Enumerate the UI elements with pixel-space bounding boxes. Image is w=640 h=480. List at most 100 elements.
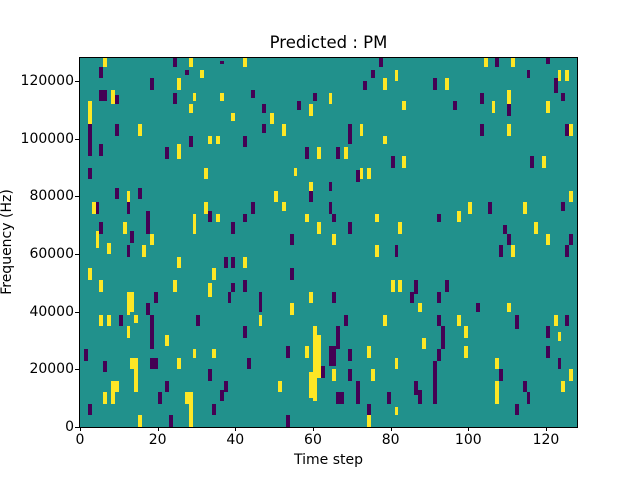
heatmap-cell — [433, 369, 438, 381]
heatmap-cell — [557, 331, 562, 341]
x-tick-label: 80 — [381, 432, 400, 448]
heatmap-cell — [138, 187, 143, 200]
heatmap-cell — [456, 210, 461, 223]
heatmap-cell — [510, 245, 515, 257]
heatmap-cell — [421, 337, 426, 350]
heatmap-cell — [526, 392, 531, 404]
heatmap-cell — [522, 380, 527, 393]
x-tick-mark — [312, 427, 314, 431]
y-tick-mark — [75, 369, 79, 371]
heatmap-cell — [130, 230, 135, 243]
x-tick-label: 20 — [148, 432, 167, 448]
heatmap-cell — [347, 349, 352, 361]
heatmap-cell — [394, 245, 399, 257]
heatmap-cell — [231, 282, 236, 292]
heatmap-cell — [367, 346, 372, 358]
heatmap-cell — [491, 101, 496, 113]
heatmap-cell — [410, 291, 414, 304]
heatmap-cell — [382, 78, 387, 90]
heatmap-cell — [114, 187, 119, 200]
heatmap-cell — [417, 303, 422, 312]
heatmap-cell — [212, 349, 216, 358]
heatmap-cell — [565, 124, 570, 136]
heatmap-cell — [316, 334, 321, 378]
heatmap-cell — [344, 314, 348, 327]
heatmap-cell — [359, 124, 364, 136]
heatmap-cell — [479, 124, 484, 136]
heatmap-cell — [188, 58, 193, 67]
heatmap-cell — [332, 291, 337, 304]
heatmap-cell — [382, 314, 387, 327]
heatmap-cell — [114, 380, 119, 393]
heatmap-cell — [111, 89, 115, 105]
heatmap-cell — [390, 279, 395, 292]
heatmap-cell — [126, 291, 131, 304]
heatmap-cell — [177, 357, 181, 370]
heatmap-cell — [367, 167, 372, 180]
heatmap-cell — [219, 389, 224, 402]
heatmap-cell — [413, 279, 418, 295]
heatmap-cell — [95, 202, 100, 214]
heatmap-cell — [565, 314, 570, 327]
heatmap-cell — [250, 89, 255, 99]
heatmap-cell — [452, 101, 457, 110]
heatmap-cell — [479, 92, 484, 105]
heatmap-cell — [149, 337, 154, 350]
heatmap-cell — [495, 380, 500, 404]
heatmap-cell — [107, 242, 112, 255]
heatmap-cell — [177, 78, 181, 90]
x-tick-mark — [468, 427, 470, 431]
heatmap-cell — [309, 291, 313, 304]
heatmap-cell — [565, 69, 570, 82]
heatmap-cell — [118, 314, 123, 327]
x-tick-mark — [80, 427, 81, 431]
y-tick-label: 80000 — [29, 188, 74, 205]
heatmap-cell — [336, 326, 341, 350]
y-tick-mark — [75, 138, 79, 140]
heatmap-cell — [437, 349, 442, 361]
x-tick-mark — [390, 427, 392, 431]
heatmap-cell — [122, 222, 127, 234]
y-tick-mark — [75, 81, 79, 83]
heatmap-cell — [270, 112, 275, 125]
heatmap-cell — [534, 222, 539, 234]
heatmap-cell — [126, 303, 131, 315]
heatmap-cell — [169, 415, 174, 427]
heatmap-cell — [332, 369, 337, 381]
heatmap-cell — [309, 181, 313, 191]
heatmap-cell — [561, 92, 566, 102]
heatmap-cell — [208, 135, 212, 145]
heatmap-cell — [243, 256, 247, 269]
heatmap-cell — [243, 213, 247, 223]
heatmap-cell — [126, 326, 131, 338]
heatmap-cell — [456, 314, 461, 327]
heatmap-cell — [149, 357, 154, 370]
heatmap-cell — [157, 392, 162, 404]
heatmap-cell — [99, 314, 104, 327]
heatmap-cell — [219, 92, 224, 102]
heatmap-cell — [413, 380, 418, 396]
x-tick-mark — [157, 427, 159, 431]
x-axis-label: Time step — [294, 452, 363, 468]
heatmap-cell — [153, 357, 158, 370]
x-tick-label: 60 — [304, 432, 322, 448]
heatmap-cell — [227, 291, 232, 304]
heatmap-cell — [165, 380, 170, 393]
heatmap-cell — [347, 222, 352, 234]
heatmap-cell — [514, 403, 519, 416]
heatmap-cell — [149, 326, 154, 338]
heatmap-cell — [557, 69, 562, 82]
heatmap-cell — [231, 256, 236, 269]
heatmap-cell — [246, 357, 251, 370]
heatmap-cell — [530, 156, 535, 168]
heatmap-cell — [243, 326, 247, 338]
heatmap-cell — [153, 291, 158, 304]
heatmap-cell — [208, 282, 212, 298]
heatmap-cell — [483, 58, 488, 67]
heatmap-cell — [192, 349, 197, 358]
heatmap-cell — [165, 334, 170, 347]
heatmap-cell — [417, 389, 422, 404]
heatmap-cell — [184, 392, 189, 404]
heatmap-cell — [262, 124, 267, 133]
heatmap-cell — [262, 104, 267, 113]
